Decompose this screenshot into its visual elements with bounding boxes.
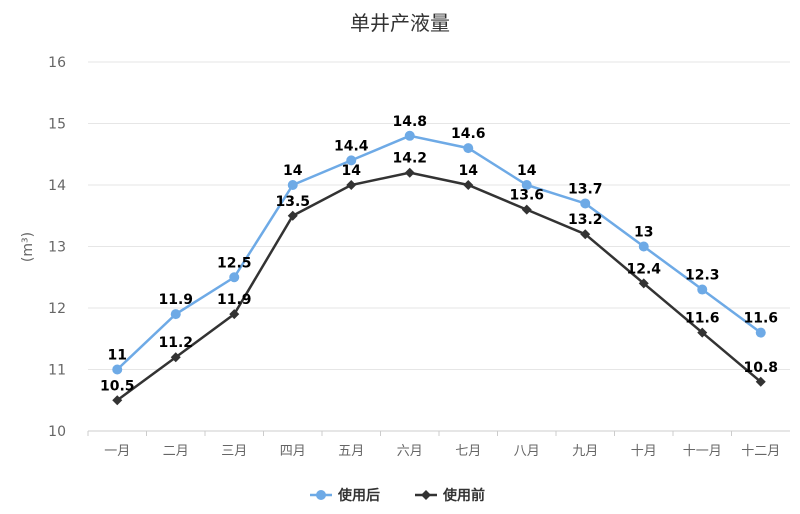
- data-point: [755, 327, 766, 338]
- data-point: [404, 167, 415, 178]
- data-label: 13: [634, 225, 653, 241]
- data-label: 11.9: [217, 292, 252, 308]
- data-label: 11.6: [743, 311, 778, 327]
- y-tick-label: 15: [48, 117, 66, 133]
- series-line: [116, 171, 762, 402]
- y-tick-label: 13: [48, 240, 66, 256]
- y-axis-label: (m³): [20, 232, 36, 262]
- x-tick-label: 四月: [280, 444, 306, 459]
- legend-marker: [421, 490, 431, 500]
- x-tick-label: 七月: [455, 444, 481, 459]
- data-label: 13.7: [568, 181, 603, 197]
- x-tick-label: 二月: [163, 444, 189, 459]
- data-point: [346, 180, 357, 190]
- y-tick-label: 12: [48, 301, 66, 317]
- x-tick-label: 十月: [631, 444, 657, 459]
- data-label: 14: [459, 163, 479, 179]
- x-tick-label: 三月: [221, 444, 247, 459]
- data-point: [463, 180, 474, 190]
- legend-marker: [316, 490, 326, 500]
- data-label: 14.2: [392, 151, 427, 167]
- data-point: [112, 395, 123, 406]
- data-point: [521, 204, 532, 215]
- data-label: 10.5: [100, 378, 135, 394]
- data-point: [404, 130, 415, 141]
- data-point: [580, 229, 591, 240]
- data-point: [229, 309, 240, 320]
- data-point: [521, 180, 532, 190]
- data-point: [170, 352, 181, 363]
- data-point: [638, 278, 649, 289]
- data-point: [112, 364, 123, 375]
- legend-label[interactable]: 使用后: [337, 487, 380, 504]
- x-tick-label: 十二月: [741, 444, 780, 459]
- legend: 使用后 使用前: [310, 487, 485, 504]
- data-label: 11.2: [158, 335, 193, 351]
- data-label: 14.8: [392, 114, 427, 130]
- x-tick-label: 六月: [397, 444, 423, 459]
- data-label: 14: [342, 163, 362, 179]
- x-tick-label: 八月: [514, 444, 540, 459]
- chart-title: 单井产液量: [350, 11, 450, 35]
- data-label: 11.6: [685, 311, 720, 327]
- data-point: [697, 284, 708, 295]
- data-point: [463, 143, 474, 154]
- data-point: [287, 210, 298, 221]
- data-point: [697, 327, 708, 338]
- data-label: 13.2: [568, 212, 603, 228]
- data-label: 12.3: [685, 268, 720, 284]
- data-point: [287, 180, 298, 190]
- data-label: 14: [283, 163, 303, 179]
- series-line: [116, 134, 762, 371]
- x-tick-label: 一月: [104, 444, 130, 459]
- y-tick-label: 16: [48, 55, 66, 71]
- data-label: 14.4: [334, 138, 369, 154]
- data-label: 14.6: [451, 126, 486, 142]
- x-tick-label: 十一月: [683, 444, 722, 459]
- y-tick-label: 10: [48, 424, 66, 440]
- data-point: [580, 198, 591, 209]
- data-label: 11: [108, 348, 127, 364]
- data-label: 13.5: [275, 194, 310, 210]
- data-label: 12.4: [626, 261, 661, 277]
- data-label: 12.5: [217, 255, 252, 271]
- data-label: 11.9: [158, 292, 193, 308]
- x-tick-label: 九月: [572, 444, 598, 459]
- legend-label[interactable]: 使用前: [442, 487, 485, 504]
- data-point: [638, 241, 649, 252]
- y-tick-label: 14: [48, 178, 66, 194]
- data-point: [346, 155, 357, 166]
- data-point: [229, 272, 240, 283]
- data-label: 13.6: [509, 188, 544, 204]
- x-tick-label: 五月: [338, 444, 364, 459]
- data-label: 10.8: [743, 360, 778, 376]
- data-label: 14: [517, 163, 537, 179]
- y-tick-label: 11: [48, 363, 66, 379]
- data-point: [170, 309, 181, 320]
- data-point: [755, 376, 766, 387]
